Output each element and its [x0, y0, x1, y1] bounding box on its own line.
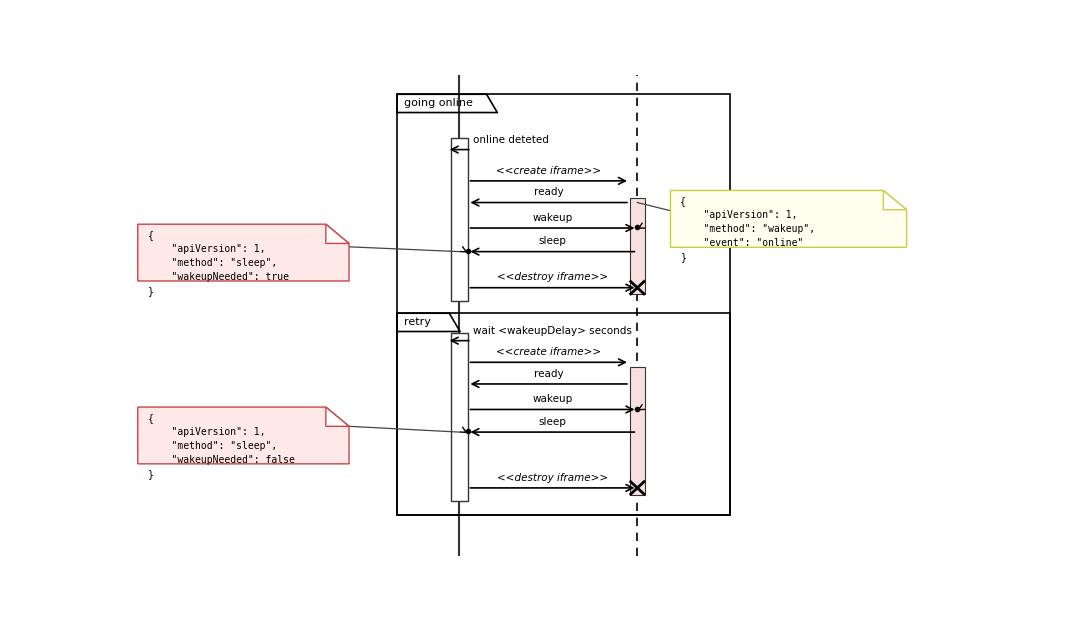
Polygon shape — [326, 224, 348, 244]
Text: wakeup: wakeup — [532, 213, 573, 222]
Text: {
    "apiVersion": 1,
    "method": "sleep",
    "wakeupNeeded": false
}: { "apiVersion": 1, "method": "sleep", "w… — [148, 413, 295, 479]
Bar — [397, 94, 730, 516]
Polygon shape — [138, 407, 348, 464]
Polygon shape — [670, 191, 907, 248]
Bar — [397, 313, 730, 516]
Text: <<destroy iframe>>: <<destroy iframe>> — [497, 272, 608, 282]
Text: <<destroy iframe>>: <<destroy iframe>> — [497, 472, 608, 482]
Text: ready: ready — [533, 369, 563, 379]
Text: wait <wakeupDelay> seconds: wait <wakeupDelay> seconds — [474, 326, 632, 336]
FancyArrowPatch shape — [460, 427, 467, 432]
Bar — [451, 138, 467, 301]
FancyArrowPatch shape — [637, 404, 645, 409]
Text: retry: retry — [404, 318, 431, 328]
Text: {
    "apiVersion": 1,
    "method": "wakeup",
    "event": "online"
}: { "apiVersion": 1, "method": "wakeup", "… — [680, 196, 816, 262]
Text: going online: going online — [404, 98, 472, 108]
Text: <<create iframe>>: <<create iframe>> — [496, 166, 601, 176]
Bar — [630, 198, 645, 294]
Text: {
    "apiVersion": 1,
    "method": "sleep",
    "wakeupNeeded": true
}: { "apiVersion": 1, "method": "sleep", "w… — [148, 230, 289, 296]
Bar — [451, 333, 467, 501]
Text: <<create iframe>>: <<create iframe>> — [496, 347, 601, 357]
Polygon shape — [138, 224, 348, 281]
Polygon shape — [883, 191, 907, 210]
Text: sleep: sleep — [539, 236, 567, 246]
Text: sleep: sleep — [539, 417, 567, 427]
Polygon shape — [326, 407, 348, 426]
Text: online deteted: online deteted — [474, 135, 549, 145]
Text: ready: ready — [533, 188, 563, 198]
FancyArrowPatch shape — [460, 247, 467, 252]
Bar — [630, 367, 645, 494]
Text: wakeup: wakeup — [532, 394, 573, 404]
FancyArrowPatch shape — [637, 223, 645, 228]
